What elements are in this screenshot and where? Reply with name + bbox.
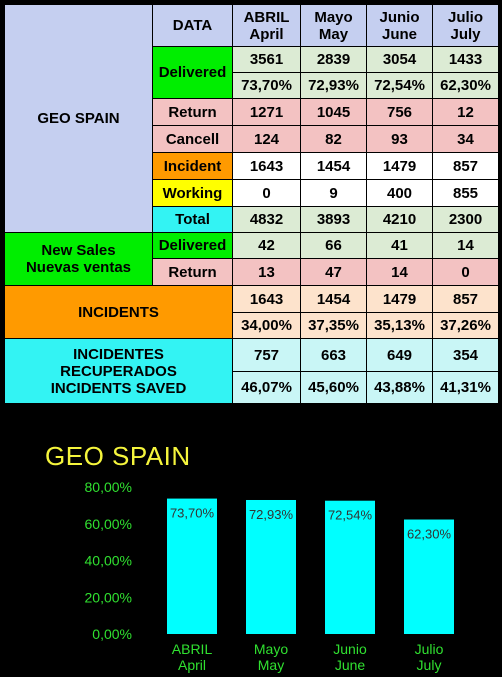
data-table: GEO SPAIN DATA ABRIL April Mayo May Junio J… bbox=[4, 4, 499, 404]
bar bbox=[246, 499, 296, 634]
new-sales-return-label: Return bbox=[152, 258, 233, 286]
incident-value: 1454 bbox=[300, 152, 367, 180]
return-label: Return bbox=[152, 98, 233, 126]
incidents-value: 857 bbox=[432, 285, 499, 313]
cancell-label: Cancell bbox=[152, 125, 233, 153]
delivered-percent: 73,70% bbox=[232, 72, 301, 99]
delivered-percent: 72,54% bbox=[366, 72, 433, 99]
return-value: 756 bbox=[366, 98, 433, 126]
data-label: 62,30% bbox=[407, 527, 452, 542]
total-value: 4832 bbox=[232, 206, 301, 233]
y-tick-label: 0,00% bbox=[92, 626, 132, 642]
month-header-april: ABRIL April bbox=[232, 4, 301, 47]
delivered-value: 2839 bbox=[300, 46, 367, 73]
bar bbox=[167, 498, 217, 634]
y-tick-label: 60,00% bbox=[85, 516, 132, 532]
incidents-label: INCIDENTS bbox=[4, 285, 233, 339]
x-tick-label: Mayo bbox=[254, 641, 288, 657]
bar bbox=[325, 500, 375, 634]
new-sales-label: New Sales Nuevas ventas bbox=[4, 232, 153, 286]
x-tick-label: July bbox=[417, 657, 442, 673]
new-sales-delivered-label: Delivered bbox=[152, 232, 233, 259]
x-tick-label: June bbox=[335, 657, 366, 673]
saved-percent: 41,31% bbox=[432, 371, 499, 404]
bar-chart: 0,00% 20,00% 40,00% 60,00% 80,00% 73,70% ABRIL… bbox=[85, 479, 454, 673]
working-value: 400 bbox=[366, 179, 433, 207]
y-tick-label: 40,00% bbox=[85, 553, 132, 569]
incidents-value: 1454 bbox=[300, 285, 367, 313]
incidents-percent: 34,00% bbox=[232, 312, 301, 339]
cancell-value: 93 bbox=[366, 125, 433, 153]
month-header-may: Mayo May bbox=[300, 4, 367, 47]
working-value: 855 bbox=[432, 179, 499, 207]
data-header: DATA bbox=[152, 4, 233, 47]
incidents-percent: 37,26% bbox=[432, 312, 499, 339]
month-header-june: Junio June bbox=[366, 4, 433, 47]
x-tick-label: Junio bbox=[333, 641, 367, 657]
working-label: Working bbox=[152, 179, 233, 207]
incident-label: Incident bbox=[152, 152, 233, 180]
x-tick-label: May bbox=[258, 657, 284, 673]
incidents-saved-label: INCIDENTES RECUPERADOS INCIDENTS SAVED bbox=[4, 338, 233, 404]
y-tick-label: 20,00% bbox=[85, 589, 132, 605]
new-sales-return-value: 0 bbox=[432, 258, 499, 286]
chart-panel: GEO SPAIN 0,00% 20,00% 40,00% 60,00% 80,00% 7… bbox=[29, 433, 502, 677]
working-value: 9 bbox=[300, 179, 367, 207]
saved-value: 649 bbox=[366, 338, 433, 372]
delivered-value: 3054 bbox=[366, 46, 433, 73]
new-sales-return-value: 47 bbox=[300, 258, 367, 286]
total-value: 3893 bbox=[300, 206, 367, 233]
incidents-percent: 37,35% bbox=[300, 312, 367, 339]
incident-value: 857 bbox=[432, 152, 499, 180]
new-sales-delivered-value: 41 bbox=[366, 232, 433, 259]
saved-value: 757 bbox=[232, 338, 301, 372]
cancell-value: 124 bbox=[232, 125, 301, 153]
incident-value: 1479 bbox=[366, 152, 433, 180]
incidents-value: 1643 bbox=[232, 285, 301, 313]
total-value: 4210 bbox=[366, 206, 433, 233]
incidents-percent: 35,13% bbox=[366, 312, 433, 339]
delivered-label: Delivered bbox=[152, 46, 233, 99]
chart-title: GEO SPAIN bbox=[45, 441, 191, 471]
geo-spain-label: GEO SPAIN bbox=[4, 4, 153, 233]
delivered-value: 1433 bbox=[432, 46, 499, 73]
total-label: Total bbox=[152, 206, 233, 233]
data-label: 72,54% bbox=[328, 508, 373, 523]
saved-percent: 43,88% bbox=[366, 371, 433, 404]
new-sales-delivered-value: 14 bbox=[432, 232, 499, 259]
return-value: 1045 bbox=[300, 98, 367, 126]
month-header-july: Julio July bbox=[432, 4, 499, 47]
x-tick-label: April bbox=[178, 657, 206, 673]
x-tick-label: Julio bbox=[415, 641, 444, 657]
total-value: 2300 bbox=[432, 206, 499, 233]
new-sales-return-value: 14 bbox=[366, 258, 433, 286]
delivered-percent: 62,30% bbox=[432, 72, 499, 99]
new-sales-delivered-value: 66 bbox=[300, 232, 367, 259]
saved-value: 663 bbox=[300, 338, 367, 372]
saved-value: 354 bbox=[432, 338, 499, 372]
working-value: 0 bbox=[232, 179, 301, 207]
delivered-percent: 72,93% bbox=[300, 72, 367, 99]
data-label: 72,93% bbox=[249, 507, 294, 522]
delivered-value: 3561 bbox=[232, 46, 301, 73]
data-label: 73,70% bbox=[170, 506, 215, 521]
cancell-value: 34 bbox=[432, 125, 499, 153]
return-value: 12 bbox=[432, 98, 499, 126]
x-tick-label: ABRIL bbox=[172, 641, 213, 657]
incidents-value: 1479 bbox=[366, 285, 433, 313]
cancell-value: 82 bbox=[300, 125, 367, 153]
bar bbox=[404, 519, 454, 634]
return-value: 1271 bbox=[232, 98, 301, 126]
new-sales-return-value: 13 bbox=[232, 258, 301, 286]
new-sales-delivered-value: 42 bbox=[232, 232, 301, 259]
y-tick-label: 80,00% bbox=[85, 479, 132, 495]
saved-percent: 45,60% bbox=[300, 371, 367, 404]
incident-value: 1643 bbox=[232, 152, 301, 180]
saved-percent: 46,07% bbox=[232, 371, 301, 404]
